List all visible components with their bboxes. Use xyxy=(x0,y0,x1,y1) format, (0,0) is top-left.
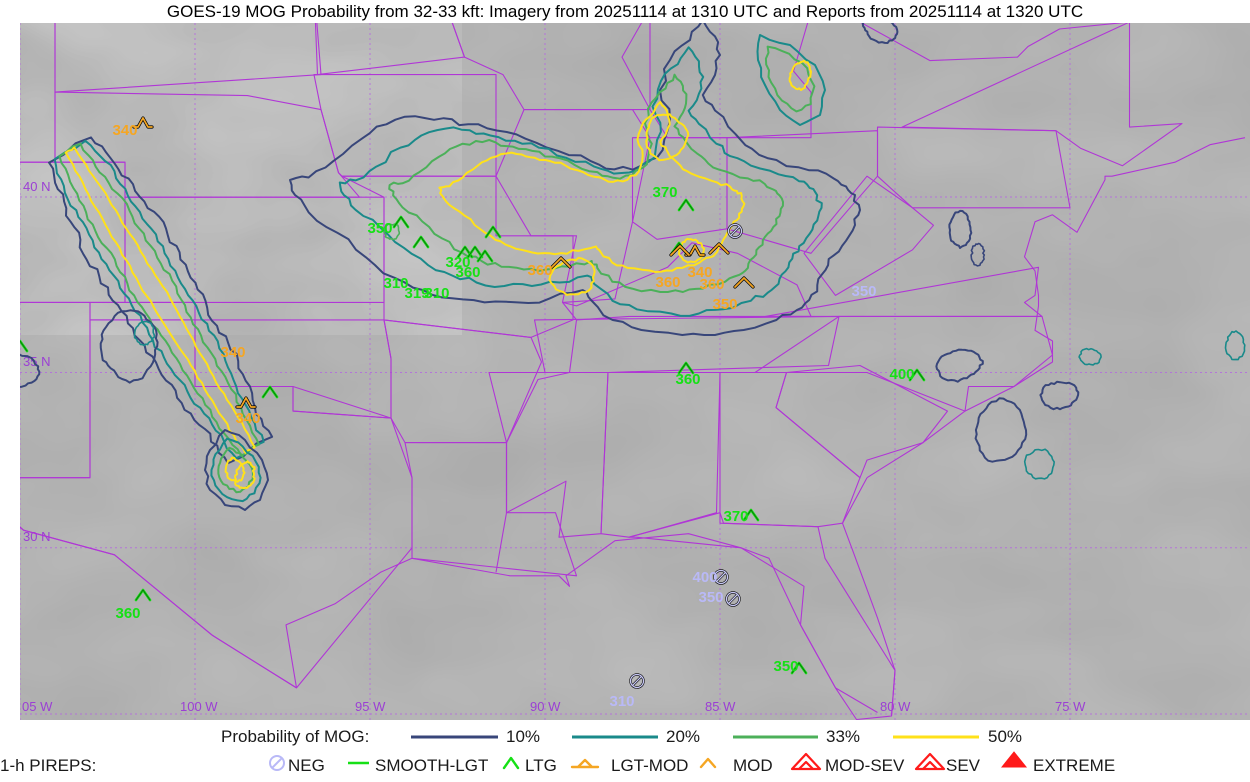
svg-text:1-h PIREPS:: 1-h PIREPS: xyxy=(0,756,96,775)
svg-text:LTG: LTG xyxy=(525,756,557,775)
svg-text:310: 310 xyxy=(424,285,449,302)
svg-text:360: 360 xyxy=(699,276,724,293)
svg-text:310: 310 xyxy=(609,693,634,710)
svg-text:340: 340 xyxy=(235,410,260,427)
svg-text:Probability of MOG:: Probability of MOG: xyxy=(221,727,369,746)
svg-text:340: 340 xyxy=(112,122,137,139)
svg-text:SMOOTH-LGT: SMOOTH-LGT xyxy=(375,756,488,775)
svg-text:EXTREME: EXTREME xyxy=(1033,756,1115,775)
svg-text:340: 340 xyxy=(220,344,245,361)
svg-text:350: 350 xyxy=(698,589,723,606)
svg-text:LGT-MOD: LGT-MOD xyxy=(611,756,688,775)
svg-text:MOD-SEV: MOD-SEV xyxy=(825,756,905,775)
svg-text:NEG: NEG xyxy=(288,756,325,775)
svg-text:350: 350 xyxy=(712,296,737,313)
svg-text:33%: 33% xyxy=(826,727,860,746)
svg-text:360: 360 xyxy=(655,274,680,291)
svg-text:360: 360 xyxy=(675,371,700,388)
svg-text:370: 370 xyxy=(652,184,677,201)
svg-text:20%: 20% xyxy=(666,727,700,746)
svg-text:360: 360 xyxy=(455,264,480,281)
svg-text:370: 370 xyxy=(723,508,748,525)
svg-text:400: 400 xyxy=(692,569,717,586)
svg-text:10%: 10% xyxy=(506,727,540,746)
svg-text:SEV: SEV xyxy=(946,756,981,775)
svg-text:360: 360 xyxy=(527,262,552,279)
svg-text:50%: 50% xyxy=(988,727,1022,746)
svg-text:360: 360 xyxy=(115,605,140,622)
svg-text:400: 400 xyxy=(889,366,914,383)
svg-text:350: 350 xyxy=(773,658,798,675)
svg-text:350: 350 xyxy=(367,220,392,237)
svg-text:350: 350 xyxy=(851,283,876,300)
svg-text:MOD: MOD xyxy=(733,756,773,775)
